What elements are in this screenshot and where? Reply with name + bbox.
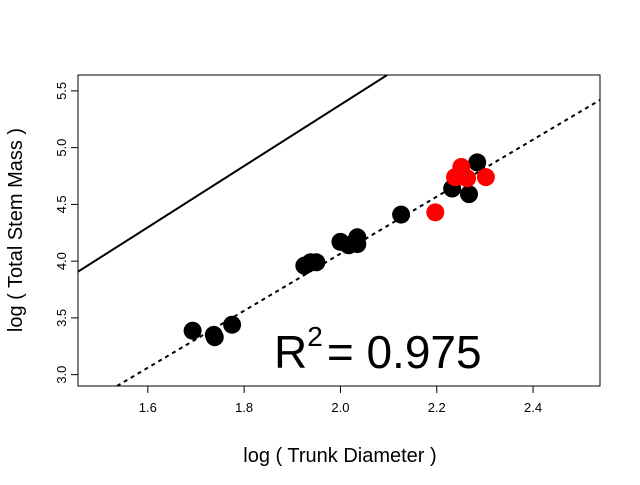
x-tick-label: 1.8	[235, 400, 253, 415]
point	[460, 185, 479, 204]
y-tick-label: 3.0	[54, 366, 69, 384]
point	[458, 169, 477, 188]
point	[348, 228, 367, 247]
x-tick-label: 2.0	[331, 400, 349, 415]
x-tick-label: 1.6	[139, 400, 157, 415]
annotation-sup: 2	[307, 321, 323, 352]
y-tick-label: 4.5	[54, 195, 69, 213]
point	[468, 153, 487, 172]
x-tick-label: 2.4	[524, 400, 542, 415]
point	[476, 168, 495, 187]
annotation: R2= 0.975	[274, 321, 482, 378]
plot-frame	[77, 74, 601, 387]
point	[426, 203, 445, 222]
point	[223, 315, 242, 334]
point	[183, 321, 202, 340]
plot-area	[78, 75, 600, 386]
reference-line	[78, 75, 388, 273]
point	[392, 205, 411, 224]
point	[205, 328, 224, 347]
y-tick-label: 5.5	[54, 82, 69, 100]
y-tick-label: 5.0	[54, 139, 69, 157]
y-tick-label: 4.0	[54, 252, 69, 270]
x-tick-label: 2.2	[428, 400, 446, 415]
point	[307, 253, 326, 272]
y-axis-label: log ( Total Stem Mass )	[5, 128, 27, 332]
annotation-text: = 0.975	[327, 326, 482, 378]
annotation-base: R	[274, 326, 307, 378]
y-tick-label: 3.5	[54, 309, 69, 327]
x-axis-label: log ( Trunk Diameter )	[243, 445, 436, 467]
